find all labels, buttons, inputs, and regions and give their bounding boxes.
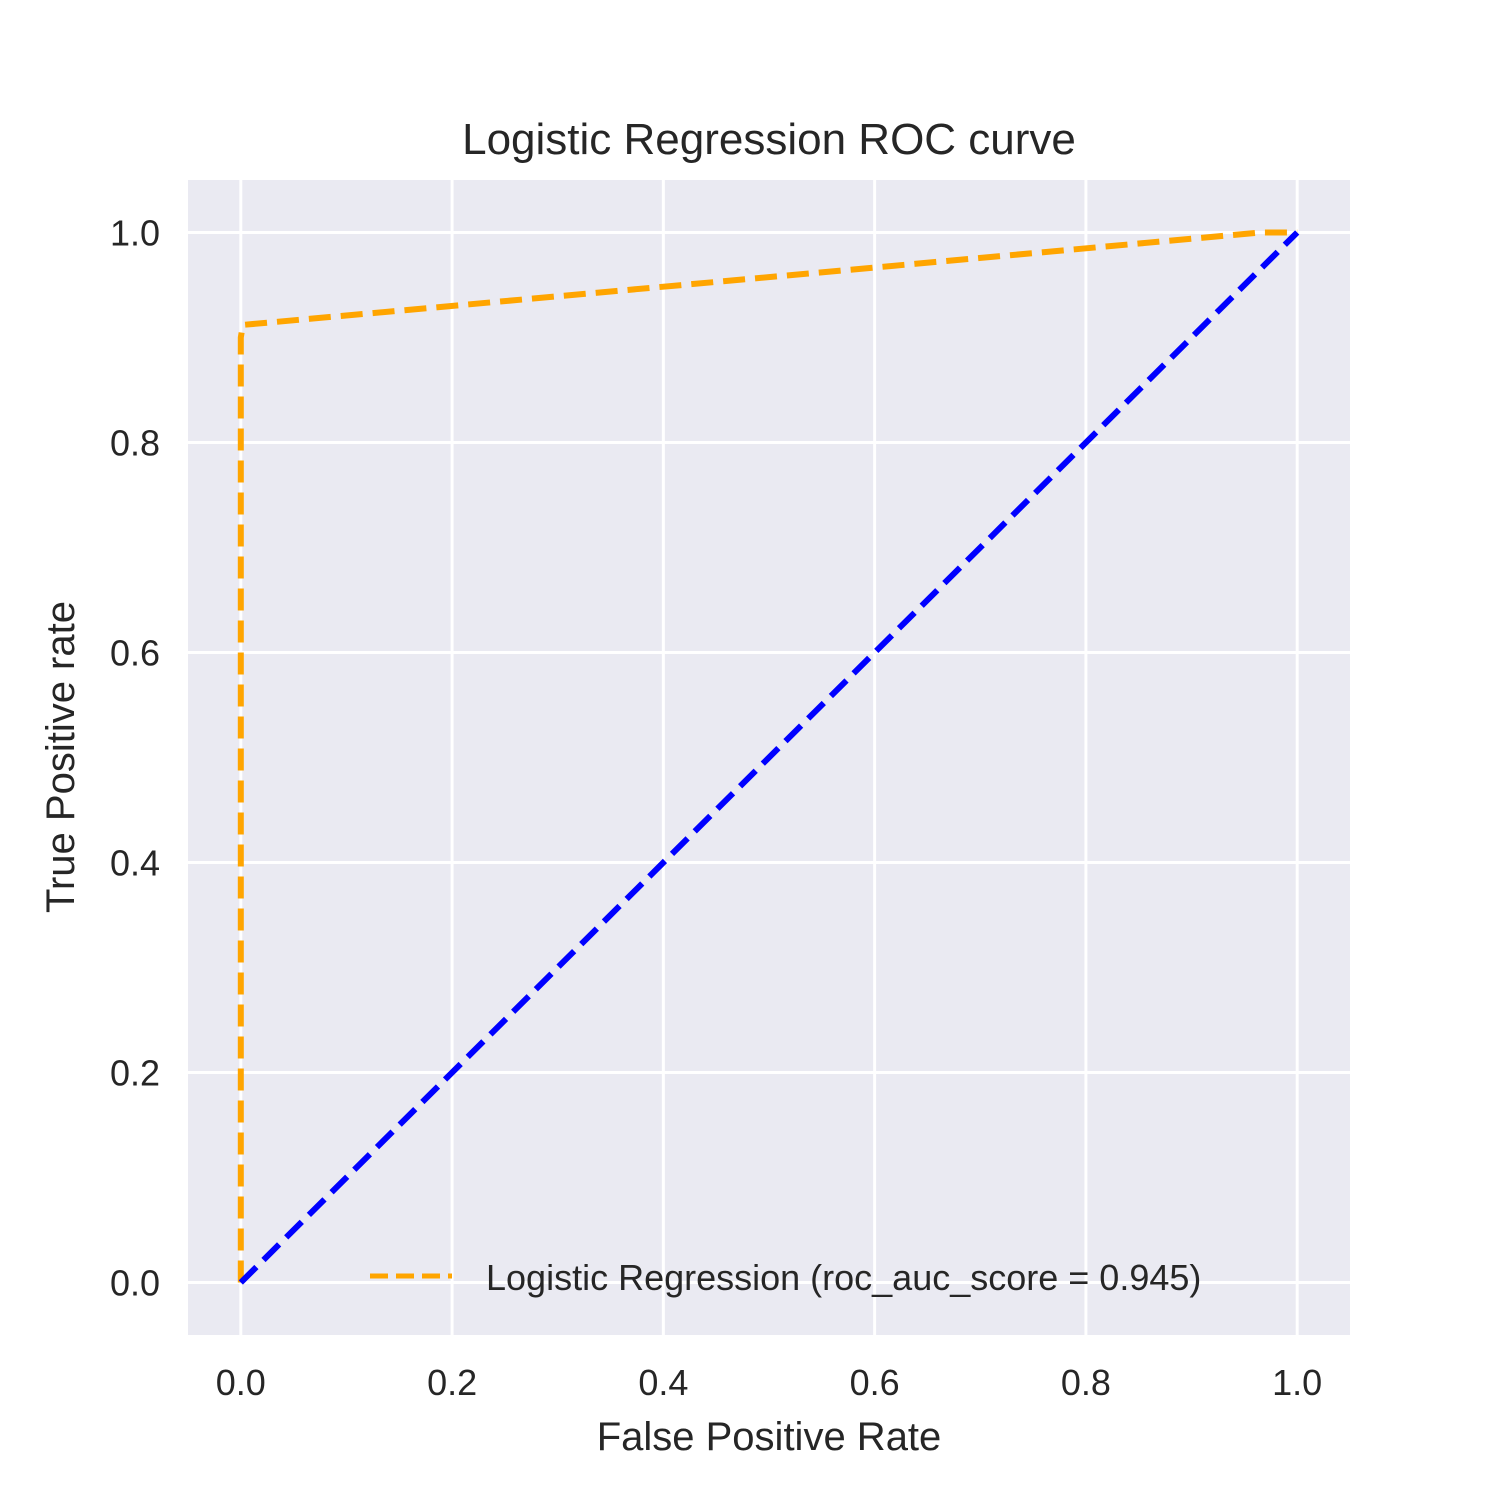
series-layer [237,229,1300,1285]
legend: Logistic Regression (roc_auc_score = 0.9… [370,1257,1201,1298]
y-tick-label: 0.0 [110,1263,160,1304]
y-tick-label: 0.4 [110,843,160,884]
y-axis-label: True Positive rate [39,601,83,913]
y-gridlines [188,231,1350,1284]
y-tick-labels: 0.0 0.2 0.4 0.6 0.8 1.0 [110,213,160,1304]
legend-label-logistic-regression: Logistic Regression (roc_auc_score = 0.9… [486,1257,1201,1298]
x-tick-label: 0.6 [850,1362,900,1403]
roc-diagonal-baseline [238,230,1300,1285]
y-tick-label: 1.0 [110,213,160,254]
roc-curve-logistic-regression [237,229,1298,1283]
chart-title: Logistic Regression ROC curve [462,115,1076,164]
x-axis-label: False Positive Rate [597,1415,942,1459]
x-tick-label: 0.2 [427,1362,477,1403]
x-tick-label: 0.8 [1061,1362,1111,1403]
y-tick-label: 0.8 [110,423,160,464]
y-tick-label: 0.2 [110,1053,160,1094]
x-tick-label: 0.4 [638,1362,688,1403]
x-tick-labels: 0.0 0.2 0.4 0.6 0.8 1.0 [216,1362,1322,1403]
y-tick-label: 0.6 [110,633,160,674]
x-tick-label: 0.0 [216,1362,266,1403]
x-tick-label: 1.0 [1272,1362,1322,1403]
